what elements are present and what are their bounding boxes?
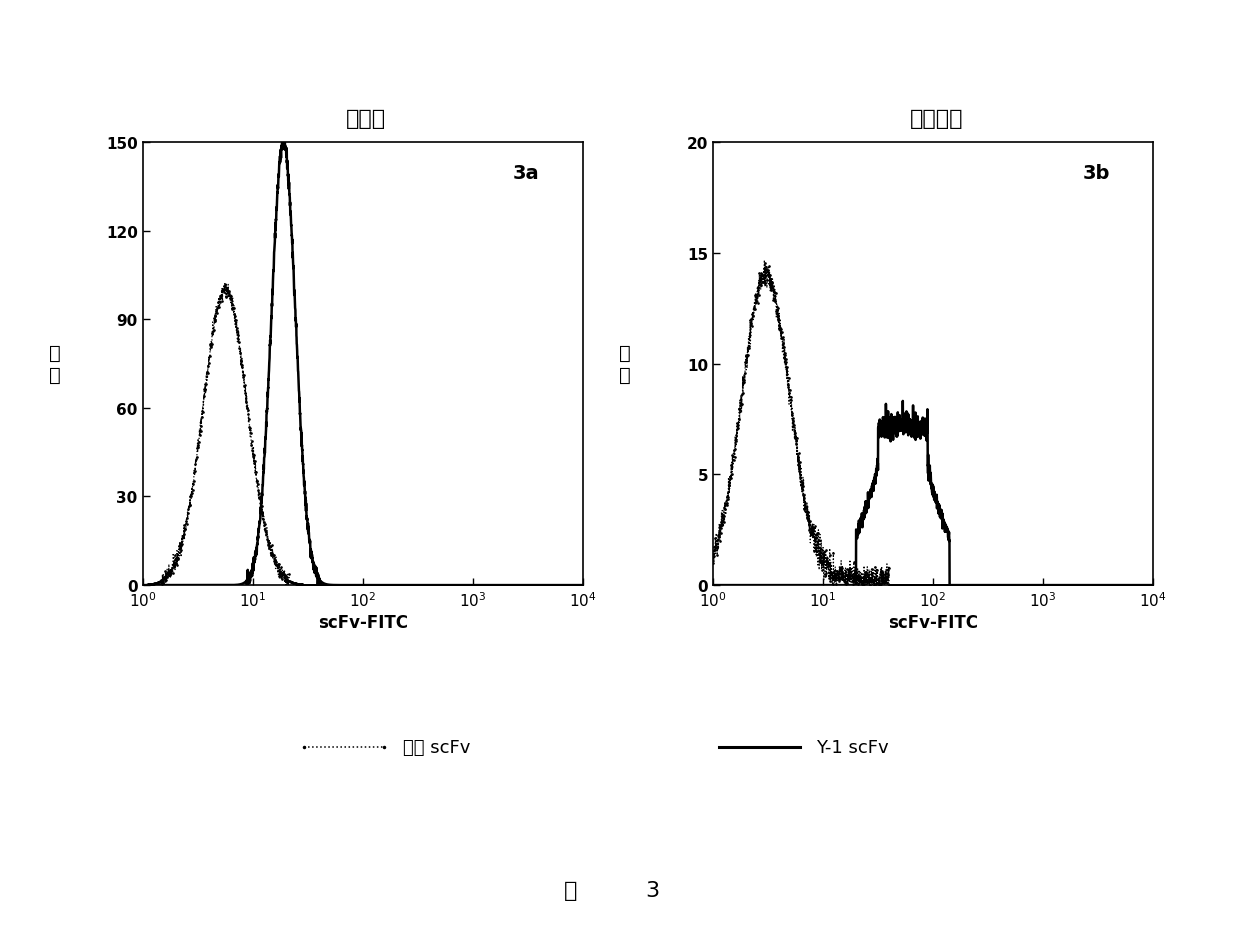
- Text: 3b: 3b: [1083, 165, 1110, 184]
- Text: 单核细胞: 单核细胞: [909, 109, 963, 129]
- Text: 计
数: 计 数: [48, 344, 61, 385]
- Text: 3: 3: [645, 881, 658, 900]
- Text: 对照 scFv: 对照 scFv: [403, 739, 470, 756]
- X-axis label: scFv-FITC: scFv-FITC: [888, 613, 978, 631]
- Text: Y-1 scFv: Y-1 scFv: [816, 739, 889, 756]
- Text: 计
数: 计 数: [619, 344, 631, 385]
- X-axis label: scFv-FITC: scFv-FITC: [317, 613, 408, 631]
- Text: 图: 图: [564, 881, 578, 900]
- Text: 3a: 3a: [512, 165, 539, 184]
- Text: 血小板: 血小板: [346, 109, 386, 129]
